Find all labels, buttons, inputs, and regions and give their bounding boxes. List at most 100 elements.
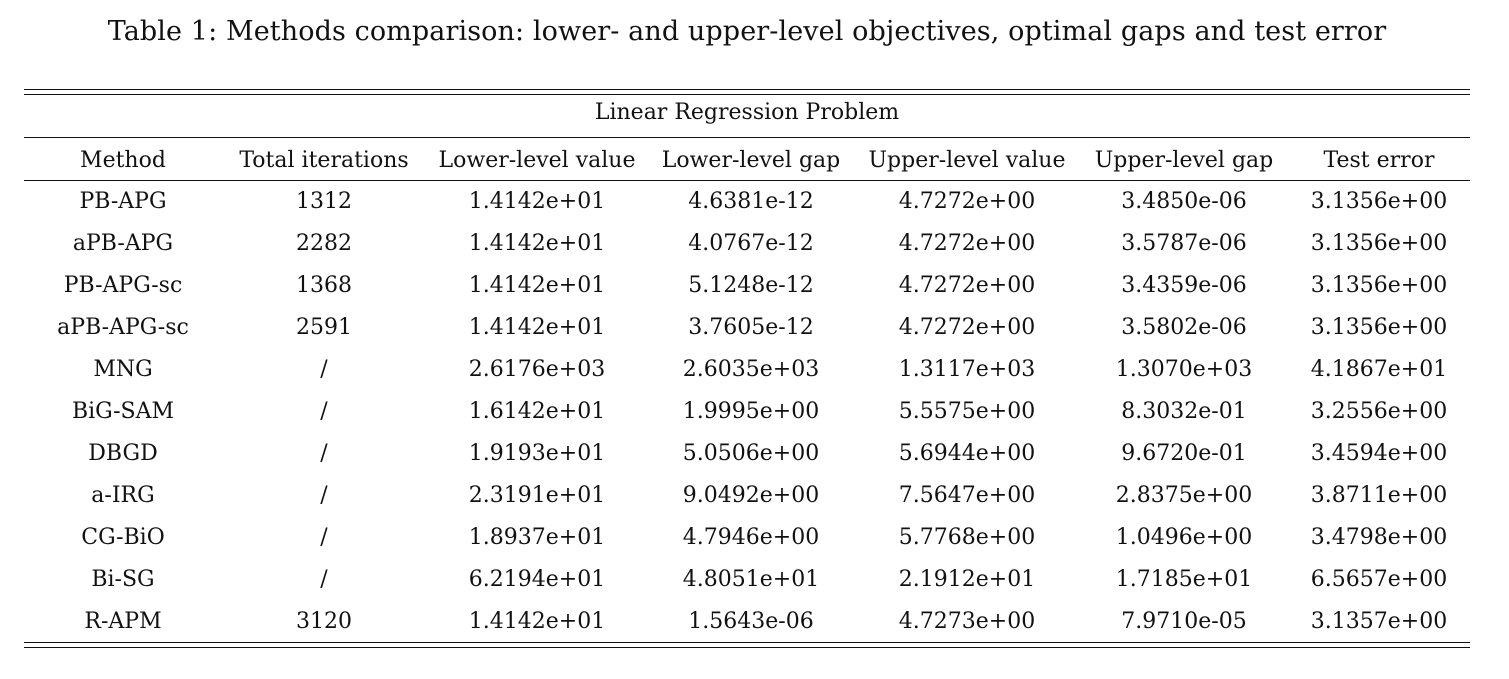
table-row: DBGD / 1.9193e+01 5.0506e+00 5.6944e+00 9.672… xyxy=(24,433,1470,475)
value-cell: 3.7605e-12 xyxy=(688,314,814,340)
value-cell: 3.1357e+00 xyxy=(1310,609,1448,635)
value-cell: 3.5787e-06 xyxy=(1121,230,1247,256)
value-cell: 4.7946e+00 xyxy=(682,525,820,551)
method-name-cell: aPB-APG-sc xyxy=(57,314,189,340)
method-name-cell: R-APM xyxy=(84,609,162,635)
value-cell: 3.5802e-06 xyxy=(1121,314,1247,340)
method-name-cell: PB-APG xyxy=(79,188,167,214)
value-cell: 2.1912e+01 xyxy=(898,567,1036,593)
value-cell: 1.4142e+01 xyxy=(468,272,606,298)
value-cell: 2591 xyxy=(296,314,352,340)
value-cell: 8.3032e-01 xyxy=(1121,399,1247,425)
value-cell: 1.4142e+01 xyxy=(468,609,606,635)
value-cell: 5.0506e+00 xyxy=(682,441,820,467)
value-cell: 5.1248e-12 xyxy=(688,272,814,298)
value-cell: 3.1356e+00 xyxy=(1310,230,1448,256)
value-cell: / xyxy=(320,483,328,509)
value-cell: 3.4850e-06 xyxy=(1121,188,1247,214)
table-row: CG-BiO / 1.8937e+01 4.7946e+00 5.7768e+00 1.0… xyxy=(24,517,1470,559)
value-cell: 1.4142e+01 xyxy=(468,314,606,340)
method-name-cell: CG-BiO xyxy=(81,525,165,551)
value-cell: 2.6176e+03 xyxy=(468,356,606,382)
column-header: Test error xyxy=(1323,147,1435,173)
value-cell: 7.9710e-05 xyxy=(1121,609,1247,635)
value-cell: 1312 xyxy=(296,188,352,214)
method-name-cell: PB-APG-sc xyxy=(63,272,183,298)
column-header: Total iterations xyxy=(239,147,409,173)
value-cell: 1.8937e+01 xyxy=(468,525,606,551)
value-cell: 7.5647e+00 xyxy=(898,483,1036,509)
value-cell: 1.9193e+01 xyxy=(468,441,606,467)
value-cell: 1368 xyxy=(296,272,352,298)
table-row: aPB-APG-sc 2591 1.4142e+01 3.7605e-12 4.7272… xyxy=(24,306,1470,348)
value-cell: 4.7272e+00 xyxy=(898,188,1036,214)
value-cell: 4.0767e-12 xyxy=(688,230,814,256)
column-header: Upper-level value xyxy=(868,147,1066,173)
value-cell: / xyxy=(320,441,328,467)
bottom-rule-inner xyxy=(24,647,1470,648)
table-caption: Table 1: Methods comparison: lower- and … xyxy=(107,16,1387,47)
value-cell: / xyxy=(320,356,328,382)
value-cell: 4.6381e-12 xyxy=(688,188,814,214)
column-header: Upper-level gap xyxy=(1094,147,1274,173)
table-row: aPB-APG 2282 1.4142e+01 4.0767e-12 4.7272e+0… xyxy=(24,222,1470,264)
table-row: MNG / 2.6176e+03 2.6035e+03 1.3117e+03 1.3070… xyxy=(24,348,1470,390)
table-body: PB-APG 1312 1.4142e+01 4.6381e-12 4.7272e+00… xyxy=(24,180,1470,643)
top-rule-inner xyxy=(24,94,1470,95)
value-cell: 4.7272e+00 xyxy=(898,230,1036,256)
header-row: Method Total iterations Lower-level valu… xyxy=(24,140,1470,180)
value-cell: 3.1356e+00 xyxy=(1310,314,1448,340)
value-cell: 1.9995e+00 xyxy=(682,399,820,425)
value-cell: 1.4142e+01 xyxy=(468,230,606,256)
value-cell: 1.6142e+01 xyxy=(468,399,606,425)
value-cell: 5.7768e+00 xyxy=(898,525,1036,551)
method-name-cell: aPB-APG xyxy=(72,230,174,256)
value-cell: 3.1356e+00 xyxy=(1310,272,1448,298)
value-cell: 4.7272e+00 xyxy=(898,272,1036,298)
value-cell: 5.5575e+00 xyxy=(898,399,1036,425)
value-cell: 4.7272e+00 xyxy=(898,314,1036,340)
value-cell: 6.5657e+00 xyxy=(1310,567,1448,593)
value-cell: 3120 xyxy=(296,609,352,635)
value-cell: 1.4142e+01 xyxy=(468,188,606,214)
results-table: Method Total iterations Lower-level valu… xyxy=(24,140,1470,643)
value-cell: 6.2194e+01 xyxy=(468,567,606,593)
value-cell: 5.6944e+00 xyxy=(898,441,1036,467)
bottom-rule xyxy=(24,642,1470,643)
header-rule xyxy=(24,180,1470,181)
table-row: PB-APG 1312 1.4142e+01 4.6381e-12 4.7272e+00… xyxy=(24,180,1470,222)
table-row: a-IRG / 2.3191e+01 9.0492e+00 7.5647e+00 2.83… xyxy=(24,475,1470,517)
value-cell: / xyxy=(320,525,328,551)
method-name-cell: DBGD xyxy=(88,441,158,467)
method-name-cell: MNG xyxy=(93,356,153,382)
value-cell: 9.6720e-01 xyxy=(1121,441,1247,467)
value-cell: 2282 xyxy=(296,230,352,256)
value-cell: 1.3070e+03 xyxy=(1115,356,1253,382)
value-cell: / xyxy=(320,567,328,593)
value-cell: / xyxy=(320,399,328,425)
value-cell: 1.3117e+03 xyxy=(898,356,1036,382)
value-cell: 3.4798e+00 xyxy=(1310,525,1448,551)
method-name-cell: a-IRG xyxy=(91,483,155,509)
table-row: BiG-SAM / 1.6142e+01 1.9995e+00 5.5575e+00 8.… xyxy=(24,390,1470,432)
column-header: Method xyxy=(80,147,166,173)
value-cell: 3.4594e+00 xyxy=(1310,441,1448,467)
section-rule xyxy=(24,137,1470,138)
value-cell: 1.0496e+00 xyxy=(1115,525,1253,551)
column-header: Lower-level gap xyxy=(661,147,841,173)
section-title: Linear Regression Problem xyxy=(594,100,900,125)
method-name-cell: BiG-SAM xyxy=(71,399,175,425)
table-row: PB-APG-sc 1368 1.4142e+01 5.1248e-12 4.7272e… xyxy=(24,264,1470,306)
table-row: Bi-SG / 6.2194e+01 4.8051e+01 2.1912e+01 1.71… xyxy=(24,559,1470,601)
top-rule xyxy=(24,89,1470,90)
value-cell: 3.1356e+00 xyxy=(1310,188,1448,214)
value-cell: 4.7273e+00 xyxy=(898,609,1036,635)
value-cell: 4.8051e+01 xyxy=(682,567,820,593)
value-cell: 3.8711e+00 xyxy=(1310,483,1448,509)
value-cell: 4.1867e+01 xyxy=(1310,356,1448,382)
value-cell: 2.3191e+01 xyxy=(468,483,606,509)
value-cell: 3.2556e+00 xyxy=(1310,399,1448,425)
table-row: R-APM 3120 1.4142e+01 1.5643e-06 4.7273e+00 7… xyxy=(24,601,1470,643)
method-name-cell: Bi-SG xyxy=(91,567,155,593)
value-cell: 9.0492e+00 xyxy=(682,483,820,509)
